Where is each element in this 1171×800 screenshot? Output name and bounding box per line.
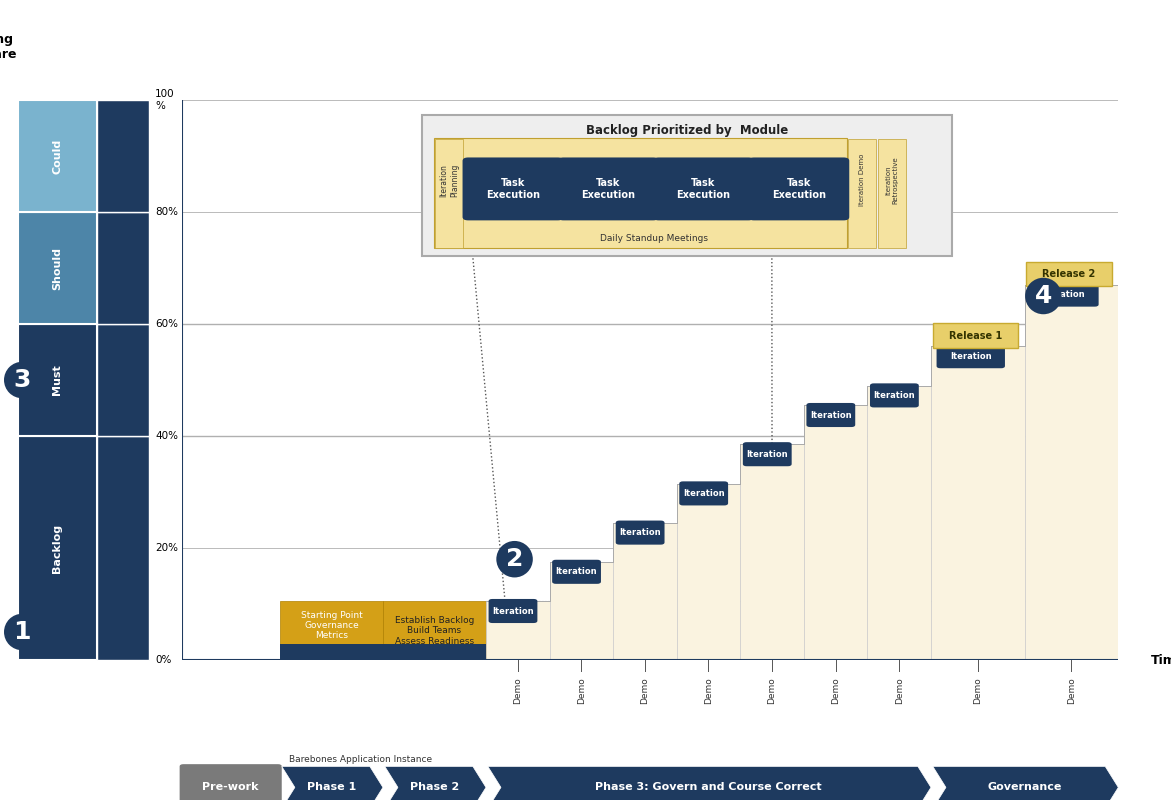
Text: Demo: Demo [641, 677, 650, 703]
Text: Iteration: Iteration [950, 352, 992, 361]
Text: Iteration: Iteration [1043, 290, 1086, 299]
FancyBboxPatch shape [803, 405, 868, 660]
Text: Iteration: Iteration [619, 528, 660, 537]
Text: 20%: 20% [156, 543, 178, 553]
FancyBboxPatch shape [740, 444, 803, 660]
FancyBboxPatch shape [434, 138, 848, 249]
Text: Demo: Demo [767, 677, 776, 703]
Text: Starting Point
Governance
Metrics: Starting Point Governance Metrics [301, 610, 362, 640]
Text: Time: Time [1151, 654, 1171, 666]
FancyBboxPatch shape [878, 138, 906, 248]
Text: 40%: 40% [156, 431, 178, 441]
FancyBboxPatch shape [933, 323, 1018, 348]
Text: Demo: Demo [1067, 677, 1076, 703]
FancyBboxPatch shape [653, 158, 754, 220]
FancyBboxPatch shape [383, 644, 486, 660]
FancyBboxPatch shape [463, 158, 563, 220]
Text: Must: Must [53, 365, 62, 395]
FancyBboxPatch shape [18, 324, 97, 436]
Text: Release 1: Release 1 [949, 330, 1002, 341]
FancyBboxPatch shape [549, 562, 614, 660]
Text: Iteration
Planning: Iteration Planning [440, 163, 459, 197]
Text: Could: Could [53, 138, 62, 174]
FancyBboxPatch shape [931, 346, 1025, 660]
Text: 1: 1 [14, 620, 30, 644]
FancyBboxPatch shape [1025, 285, 1118, 660]
Text: 3: 3 [14, 368, 30, 392]
Text: Governance: Governance [987, 782, 1062, 792]
FancyBboxPatch shape [488, 599, 537, 623]
FancyBboxPatch shape [748, 158, 849, 220]
FancyBboxPatch shape [179, 764, 282, 800]
Text: Backlog Prioritized by  Module: Backlog Prioritized by Module [587, 123, 788, 137]
Text: Demo: Demo [513, 677, 522, 703]
Text: Release 2: Release 2 [1042, 269, 1096, 279]
FancyBboxPatch shape [18, 436, 97, 660]
FancyBboxPatch shape [677, 483, 740, 660]
Text: 100
%: 100 % [156, 90, 174, 110]
Text: Phase 3: Govern and Course Correct: Phase 3: Govern and Course Correct [595, 782, 822, 792]
FancyBboxPatch shape [97, 324, 149, 436]
Text: 60%: 60% [156, 319, 178, 329]
Text: Iteration: Iteration [810, 410, 851, 419]
Text: 0%: 0% [156, 655, 172, 665]
FancyBboxPatch shape [18, 212, 97, 324]
Text: Pre-work: Pre-work [203, 782, 259, 792]
Text: Iteration: Iteration [556, 567, 597, 576]
FancyBboxPatch shape [97, 100, 149, 212]
FancyBboxPatch shape [1027, 262, 1111, 286]
FancyBboxPatch shape [679, 482, 728, 506]
FancyBboxPatch shape [557, 158, 659, 220]
Polygon shape [488, 766, 931, 800]
Text: Backlog: Backlog [53, 523, 62, 573]
Text: Demo: Demo [973, 677, 982, 703]
Text: Task
Execution: Task Execution [486, 178, 540, 200]
Text: Iteration: Iteration [746, 450, 788, 458]
Text: Phase 2: Phase 2 [410, 782, 459, 792]
Text: Demo: Demo [831, 677, 840, 703]
Text: Barebones Application Instance: Barebones Application Instance [289, 755, 432, 764]
FancyBboxPatch shape [1030, 282, 1098, 306]
Text: Working
Software: Working Software [0, 33, 16, 61]
Text: Demo: Demo [577, 677, 586, 703]
FancyBboxPatch shape [280, 644, 383, 660]
FancyBboxPatch shape [870, 383, 919, 407]
Text: Demo: Demo [704, 677, 713, 703]
Text: 80%: 80% [156, 207, 178, 217]
Text: Task
Execution: Task Execution [677, 178, 731, 200]
Text: Demo: Demo [895, 677, 904, 703]
FancyBboxPatch shape [553, 560, 601, 584]
FancyBboxPatch shape [614, 523, 677, 660]
FancyBboxPatch shape [848, 138, 876, 248]
Text: Iteration Demo: Iteration Demo [860, 154, 865, 206]
FancyBboxPatch shape [742, 442, 792, 466]
Text: Task
Execution: Task Execution [581, 178, 635, 200]
Text: Iteration
Retrospective: Iteration Retrospective [885, 157, 899, 204]
Text: Should: Should [53, 246, 62, 290]
FancyBboxPatch shape [486, 602, 549, 660]
FancyBboxPatch shape [97, 212, 149, 324]
Text: Iteration: Iteration [683, 489, 725, 498]
Text: 2: 2 [506, 547, 523, 571]
Text: Phase 1: Phase 1 [307, 782, 356, 792]
Text: Daily Standup Meetings: Daily Standup Meetings [600, 234, 708, 243]
FancyBboxPatch shape [868, 386, 931, 660]
FancyBboxPatch shape [616, 521, 664, 545]
FancyBboxPatch shape [383, 602, 486, 660]
Text: Iteration: Iteration [874, 391, 916, 400]
FancyBboxPatch shape [807, 403, 855, 427]
FancyBboxPatch shape [423, 115, 952, 256]
FancyBboxPatch shape [937, 344, 1005, 368]
FancyBboxPatch shape [436, 138, 464, 248]
Text: Iteration: Iteration [492, 606, 534, 615]
FancyBboxPatch shape [280, 602, 383, 660]
Text: Task
Execution: Task Execution [772, 178, 826, 200]
Polygon shape [385, 766, 486, 800]
FancyBboxPatch shape [18, 100, 97, 212]
Polygon shape [282, 766, 383, 800]
Text: 4: 4 [1035, 284, 1052, 308]
Polygon shape [933, 766, 1118, 800]
Text: Establish Backlog
Build Teams
Assess Readiness: Establish Backlog Build Teams Assess Rea… [395, 616, 474, 646]
FancyBboxPatch shape [97, 436, 149, 660]
